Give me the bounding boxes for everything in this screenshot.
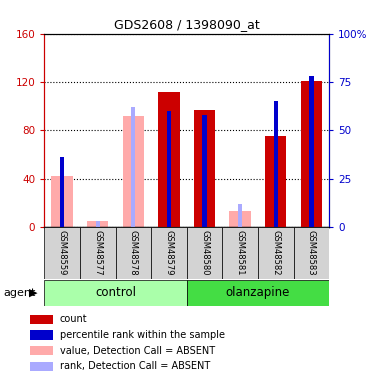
Bar <box>80 227 116 279</box>
Bar <box>258 227 294 279</box>
Bar <box>131 107 136 227</box>
Bar <box>187 227 223 279</box>
Bar <box>60 158 64 227</box>
Text: value, Detection Call = ABSENT: value, Detection Call = ABSENT <box>60 346 215 356</box>
Bar <box>30 362 53 371</box>
Bar <box>194 110 215 227</box>
Text: ▶: ▶ <box>29 288 37 298</box>
Bar <box>30 315 53 324</box>
Text: GSM48582: GSM48582 <box>271 230 280 275</box>
Bar <box>116 227 151 279</box>
Bar <box>44 227 80 279</box>
Text: GSM48579: GSM48579 <box>164 230 173 275</box>
Bar <box>187 280 329 306</box>
Text: percentile rank within the sample: percentile rank within the sample <box>60 330 225 340</box>
Bar <box>238 204 242 227</box>
Bar <box>203 115 207 227</box>
Bar <box>87 221 109 227</box>
Text: count: count <box>60 314 88 324</box>
Bar <box>44 280 187 306</box>
Text: GSM48583: GSM48583 <box>307 230 316 275</box>
Bar <box>151 227 187 279</box>
Text: GSM48577: GSM48577 <box>93 230 102 275</box>
Bar <box>158 92 179 227</box>
Bar <box>229 211 251 227</box>
Text: rank, Detection Call = ABSENT: rank, Detection Call = ABSENT <box>60 362 210 372</box>
Bar <box>301 81 322 227</box>
Bar <box>122 116 144 227</box>
Bar <box>265 136 286 227</box>
Text: GSM48578: GSM48578 <box>129 230 138 275</box>
Bar <box>30 346 53 355</box>
Text: GSM48559: GSM48559 <box>58 230 67 275</box>
Text: GSM48580: GSM48580 <box>200 230 209 275</box>
Bar <box>167 111 171 227</box>
Bar <box>293 227 329 279</box>
Bar <box>51 176 73 227</box>
Text: olanzapine: olanzapine <box>226 286 290 299</box>
Text: GSM48581: GSM48581 <box>236 230 244 275</box>
Bar <box>95 221 100 227</box>
Bar <box>309 76 313 227</box>
Bar <box>30 330 53 340</box>
Text: agent: agent <box>4 288 36 298</box>
Bar <box>274 101 278 227</box>
Text: control: control <box>95 286 136 299</box>
Title: GDS2608 / 1398090_at: GDS2608 / 1398090_at <box>114 18 259 31</box>
Bar <box>223 227 258 279</box>
